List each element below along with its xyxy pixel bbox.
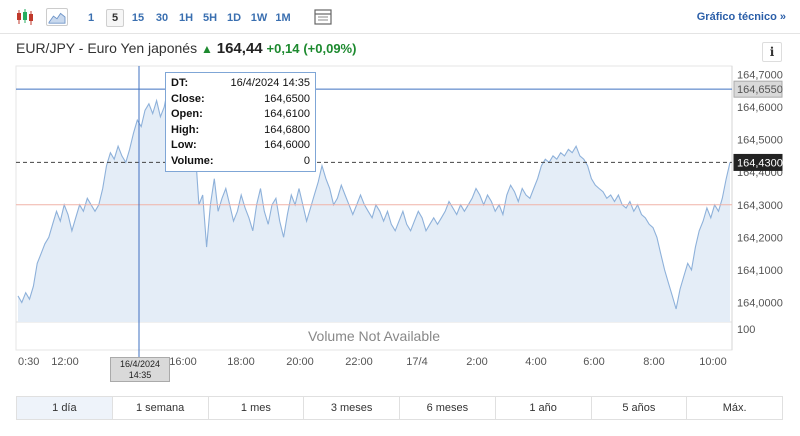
y-tick-label: 164,6000 xyxy=(737,102,783,114)
range-button[interactable]: 6 meses xyxy=(400,397,496,419)
x-tick-label: 4:00 xyxy=(525,356,546,368)
x-tick-label: 22:00 xyxy=(345,356,373,368)
y-tick-label: 164,0000 xyxy=(737,297,783,309)
range-selector: 1 día 1 semana 1 mes 3 meses 6 meses 1 año 5 a… xyxy=(16,396,783,420)
timeframe-5[interactable]: 5 xyxy=(106,9,124,27)
x-tick-label: 18:00 xyxy=(227,356,255,368)
x-tick-label: 6:00 xyxy=(583,356,604,368)
tooltip-row: Volume: 0 xyxy=(171,154,310,170)
data-tooltip: DT: 16/4/2024 14:35 Close: 164,6500 Open: 164… xyxy=(165,72,316,172)
tooltip-label: High: xyxy=(171,123,200,136)
area-chart-icon[interactable] xyxy=(46,8,68,26)
price-change: +0,14 xyxy=(266,41,300,56)
instrument-header: EUR/JPY - Euro Yen japonés ▲ 164,44 +0,1… xyxy=(16,40,356,60)
tooltip-value: 164,6800 xyxy=(264,123,310,136)
price-change-percent: (+0,09%) xyxy=(303,41,357,56)
timeframe-1[interactable]: 1 xyxy=(87,12,95,24)
table-icon[interactable] xyxy=(312,8,334,26)
x-tick-label: 8:00 xyxy=(643,356,664,368)
range-button[interactable]: 3 meses xyxy=(304,397,400,419)
info-button[interactable]: i xyxy=(762,42,782,62)
timeframe-1m[interactable]: 1M xyxy=(275,12,291,24)
timeframe-5h[interactable]: 5H xyxy=(202,12,218,24)
price-area-fill xyxy=(18,87,730,322)
y-tick-label: 164,2000 xyxy=(737,232,783,244)
tooltip-value: 0 xyxy=(303,154,310,167)
tooltip-value: 164,6500 xyxy=(264,92,310,105)
x-tick-label: 2:00 xyxy=(466,356,487,368)
tooltip-value: 164,6000 xyxy=(264,139,310,151)
crosshair-time: 14:35 xyxy=(128,370,152,380)
crosshair-price-box xyxy=(733,80,783,98)
volume-axis-label: 100 xyxy=(737,324,755,336)
y-tick-label: 164,7000 xyxy=(737,70,783,82)
last-price-label: 164,4300 xyxy=(737,157,783,169)
x-tick-label: 20:00 xyxy=(286,356,314,368)
tooltip-row: Close: 164,6500 xyxy=(171,92,310,108)
timeframe-30[interactable]: 30 xyxy=(155,12,169,24)
volume-not-available: Volume Not Available xyxy=(308,328,440,344)
y-tick-label: 164,3000 xyxy=(737,200,783,212)
chart-toolbar: 1 5 15 30 1H 5H 1D 1W 1M Gráfico técnico » xyxy=(0,0,800,34)
range-button[interactable]: 1 año xyxy=(496,397,592,419)
tooltip-value: 16/4/2024 14:35 xyxy=(230,77,310,89)
tooltip-row: Low: 164,6000 xyxy=(171,138,310,154)
last-price: 164,44 xyxy=(216,40,263,57)
technical-chart-link[interactable]: Gráfico técnico » xyxy=(696,11,786,23)
crosshair-price-label: 164,6550 xyxy=(737,84,783,96)
price-series-line xyxy=(17,85,731,310)
timeframe-1h[interactable]: 1H xyxy=(178,12,194,24)
tooltip-value: 164,6100 xyxy=(264,108,310,120)
last-price-box xyxy=(733,153,783,171)
x-tick-label: 12:00 xyxy=(51,356,79,368)
x-tick-label: 17/4 xyxy=(406,356,427,368)
tooltip-row: DT: 16/4/2024 14:35 xyxy=(171,76,310,92)
range-button[interactable]: 1 mes xyxy=(209,397,305,419)
range-button[interactable]: 5 años xyxy=(592,397,688,419)
tooltip-label: DT: xyxy=(171,77,189,89)
crosshair-date: 16/4/2024 xyxy=(119,359,161,369)
x-tick-label: 16:00 xyxy=(169,356,197,368)
x-tick-label: 10:00 xyxy=(699,356,727,368)
y-tick-label: 164,5000 xyxy=(737,135,783,147)
x-tick-label: 0:30 xyxy=(18,356,39,368)
timeframe-1w[interactable]: 1W xyxy=(250,12,268,24)
timeframe-1d[interactable]: 1D xyxy=(226,12,242,24)
range-button[interactable]: Máx. xyxy=(722,402,747,414)
tooltip-label: Close: xyxy=(171,92,205,105)
tooltip-label: Open: xyxy=(171,108,203,120)
tooltip-row: High: 164,6800 xyxy=(171,123,310,139)
up-arrow-icon: ▲ xyxy=(200,42,213,56)
timeframe-15[interactable]: 15 xyxy=(131,12,145,24)
range-button[interactable]: 1 día xyxy=(17,397,113,419)
y-tick-label: 164,1000 xyxy=(737,265,783,277)
tooltip-row: Open: 164,6100 xyxy=(171,107,310,123)
tooltip-label: Low: xyxy=(171,139,197,151)
tooltip-label: Volume: xyxy=(171,154,214,167)
candlestick-icon[interactable] xyxy=(14,8,36,26)
crosshair-date-label: 16/4/2024 14:35 xyxy=(110,357,170,382)
instrument-name: EUR/JPY - Euro Yen japonés xyxy=(16,40,198,56)
range-button[interactable]: 1 semana xyxy=(113,397,209,419)
